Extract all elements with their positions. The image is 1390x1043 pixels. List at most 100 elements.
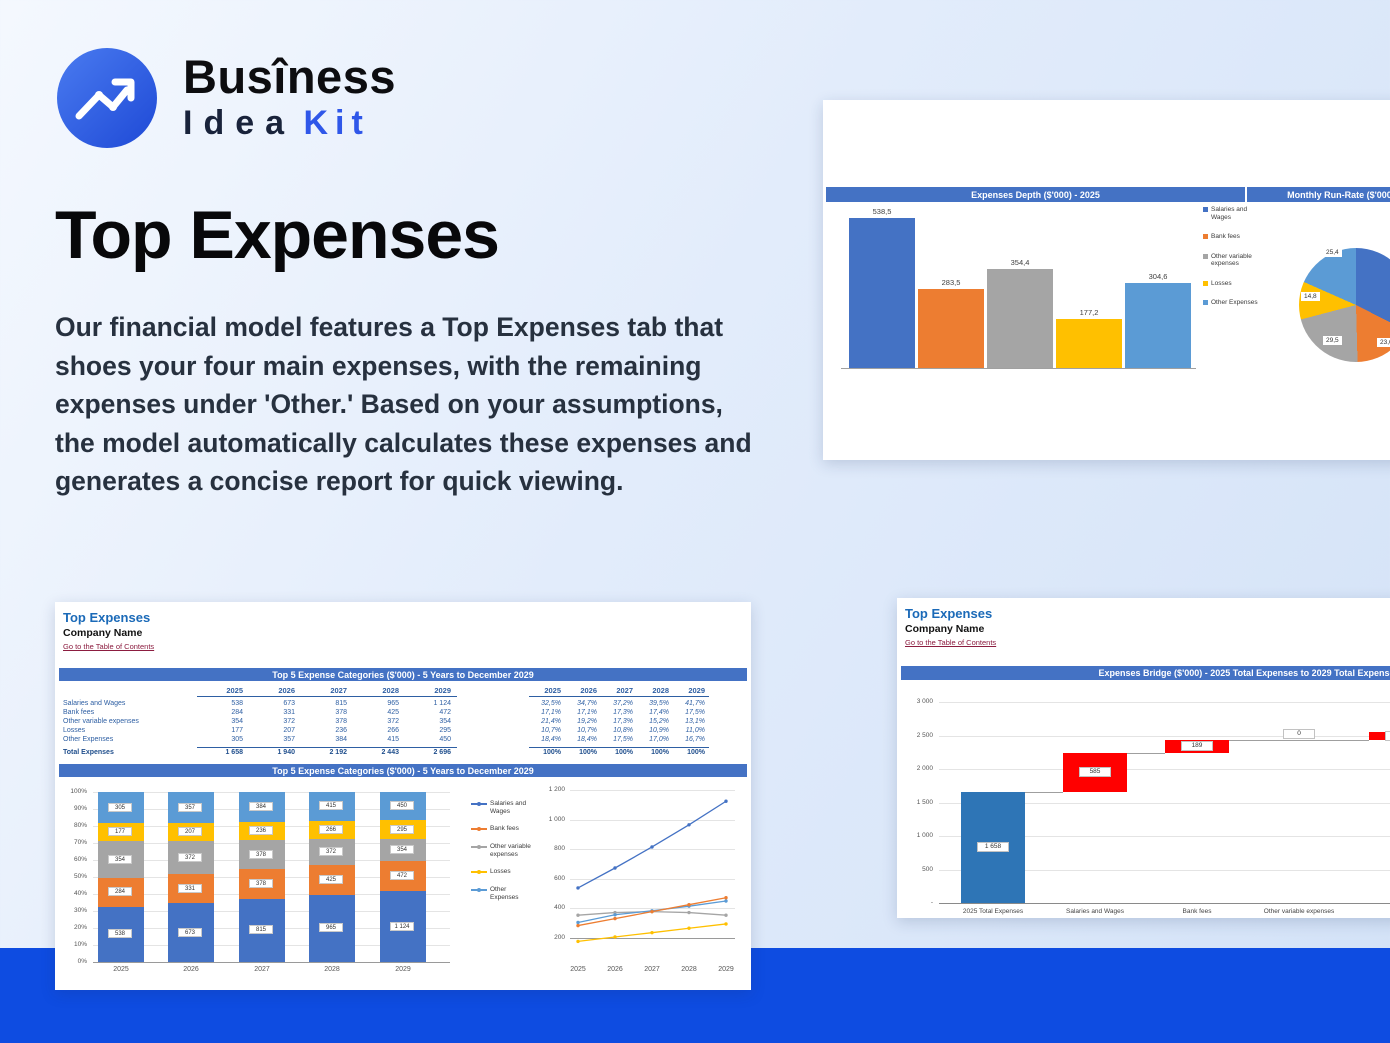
depth-chart-title-bar: Expenses Depth ($'000) - 2025 <box>826 187 1245 202</box>
table-cell: 100% <box>687 749 705 756</box>
pie-label: 25,4 <box>1323 248 1342 257</box>
line-marker <box>687 926 691 930</box>
legend-marker <box>471 825 487 833</box>
depth-bar <box>918 289 984 368</box>
table-cell: 415 <box>387 736 399 743</box>
waterfall-bar <box>1369 732 1390 741</box>
depth-bar-label: 304,6 <box>1148 272 1168 282</box>
line-marker <box>613 935 617 939</box>
line-marker <box>724 896 728 900</box>
table-cell: 100% <box>579 749 597 756</box>
line-marker <box>576 923 580 928</box>
grid-line <box>93 962 450 963</box>
y-tick-label: 3 000 <box>916 698 933 705</box>
segment-label: 357 <box>178 802 202 812</box>
row-label: Other Expenses <box>63 736 114 743</box>
segment-label: 965 <box>319 923 343 933</box>
company-name: Company Name <box>63 627 143 639</box>
table-cell: 305 <box>231 736 243 743</box>
table-cell: 2 192 <box>329 749 347 756</box>
legend-marker <box>471 843 487 851</box>
sheet-title: Top Expenses <box>905 606 993 621</box>
row-label: Bank fees <box>63 709 95 716</box>
depth-bar <box>987 269 1053 368</box>
table-cell: 10,7% <box>577 727 597 734</box>
grid-line <box>939 836 1390 837</box>
segment-label: 372 <box>178 852 202 862</box>
table-rule <box>529 747 709 748</box>
toc-link[interactable]: Go to the Table of Contents <box>905 638 997 647</box>
line-marker <box>724 913 728 917</box>
table-cell: 34,7% <box>577 700 597 707</box>
waterfall-label: 1 658 <box>977 842 1009 853</box>
pie-label: 29,5 <box>1323 336 1342 345</box>
y-tick-label: 200 <box>554 934 565 941</box>
x-tick-label: 2029 <box>718 966 734 973</box>
line-marker <box>613 916 617 921</box>
x-tick-label: Losses <box>1353 908 1390 915</box>
table-cell: 331 <box>283 709 295 716</box>
table-cell: 17,0% <box>649 736 669 743</box>
table-cell: 378 <box>335 718 347 725</box>
waterfall-label: 585 <box>1079 767 1111 778</box>
line-marker <box>724 922 728 926</box>
segment-label: 1 124 <box>390 921 414 931</box>
line-marker <box>650 930 654 935</box>
x-tick-label: 2025 Total Expenses <box>962 908 1024 915</box>
table-cell: 965 <box>387 700 399 707</box>
hero-description: Our financial model features a Top Expen… <box>55 312 752 496</box>
grid-line <box>570 819 735 821</box>
grid-line <box>570 908 735 910</box>
legend-swatch <box>1203 253 1208 259</box>
table-cell: 354 <box>231 718 243 725</box>
legend-swatch <box>1203 280 1208 286</box>
table-cell: 39,5% <box>649 700 669 707</box>
segment-label: 378 <box>249 879 273 889</box>
table-cell: 372 <box>387 718 399 725</box>
runrate-chart-title-bar: Monthly Run-Rate ($'000) - 2025 <box>1247 187 1390 202</box>
line-marker <box>576 913 580 917</box>
brand-kit: Kit <box>303 104 370 142</box>
table-cell: 18,4% <box>541 736 561 743</box>
x-tick-label: 2025 <box>113 966 129 973</box>
pie-label: 23,6 <box>1377 338 1390 347</box>
waterfall-label: 189 <box>1181 741 1213 752</box>
table-cell: 357 <box>283 736 295 743</box>
x-tick-label: 2026 <box>607 966 623 973</box>
top5-sheet-screenshot: Top Expenses Company Name Go to the Tabl… <box>55 602 751 990</box>
y-tick-label: 70% <box>73 839 87 846</box>
legend-item: Other Expenses <box>471 886 533 901</box>
y-tick-label: 1 000 <box>916 832 933 839</box>
pie-label: 14,8 <box>1301 292 1320 301</box>
logo: Busîness Idea Kit <box>57 48 396 149</box>
legend-swatch <box>1203 234 1208 239</box>
legend-item: Other variable expenses <box>471 843 533 858</box>
table-rule <box>197 747 457 748</box>
legend-swatch <box>1203 207 1208 212</box>
y-tick-label: 400 <box>554 904 565 912</box>
depth-bar-label: 177,2 <box>1079 307 1099 317</box>
toc-link[interactable]: Go to the Table of Contents <box>63 642 155 651</box>
table-cell: 17,3% <box>613 709 633 716</box>
x-tick-label: Other variable expenses <box>1263 908 1335 915</box>
line-series <box>577 800 727 889</box>
connector-line <box>1229 740 1369 742</box>
depth-bar-label: 283,5 <box>941 278 961 288</box>
segment-label: 266 <box>319 825 343 835</box>
segment-label: 207 <box>178 827 202 837</box>
legend-label: Salaries and Wages <box>1211 206 1248 221</box>
y-tick-label: 2 500 <box>916 731 933 739</box>
year-header: 2028 <box>382 686 399 695</box>
depth-bar-label: 538,5 <box>872 207 892 216</box>
grid-line <box>570 849 735 851</box>
y-tick-label: 100% <box>70 788 87 795</box>
year-header: 2029 <box>434 686 451 695</box>
x-tick-label: 2028 <box>681 966 697 973</box>
legend-item: Losses <box>471 868 533 876</box>
table-cell: 177 <box>231 727 243 734</box>
table-cell: 10,8% <box>613 727 633 734</box>
table-cell: 673 <box>283 700 295 707</box>
segment-label: 378 <box>249 849 273 859</box>
grid-line <box>939 869 1390 871</box>
table-cell: 472 <box>439 709 451 716</box>
